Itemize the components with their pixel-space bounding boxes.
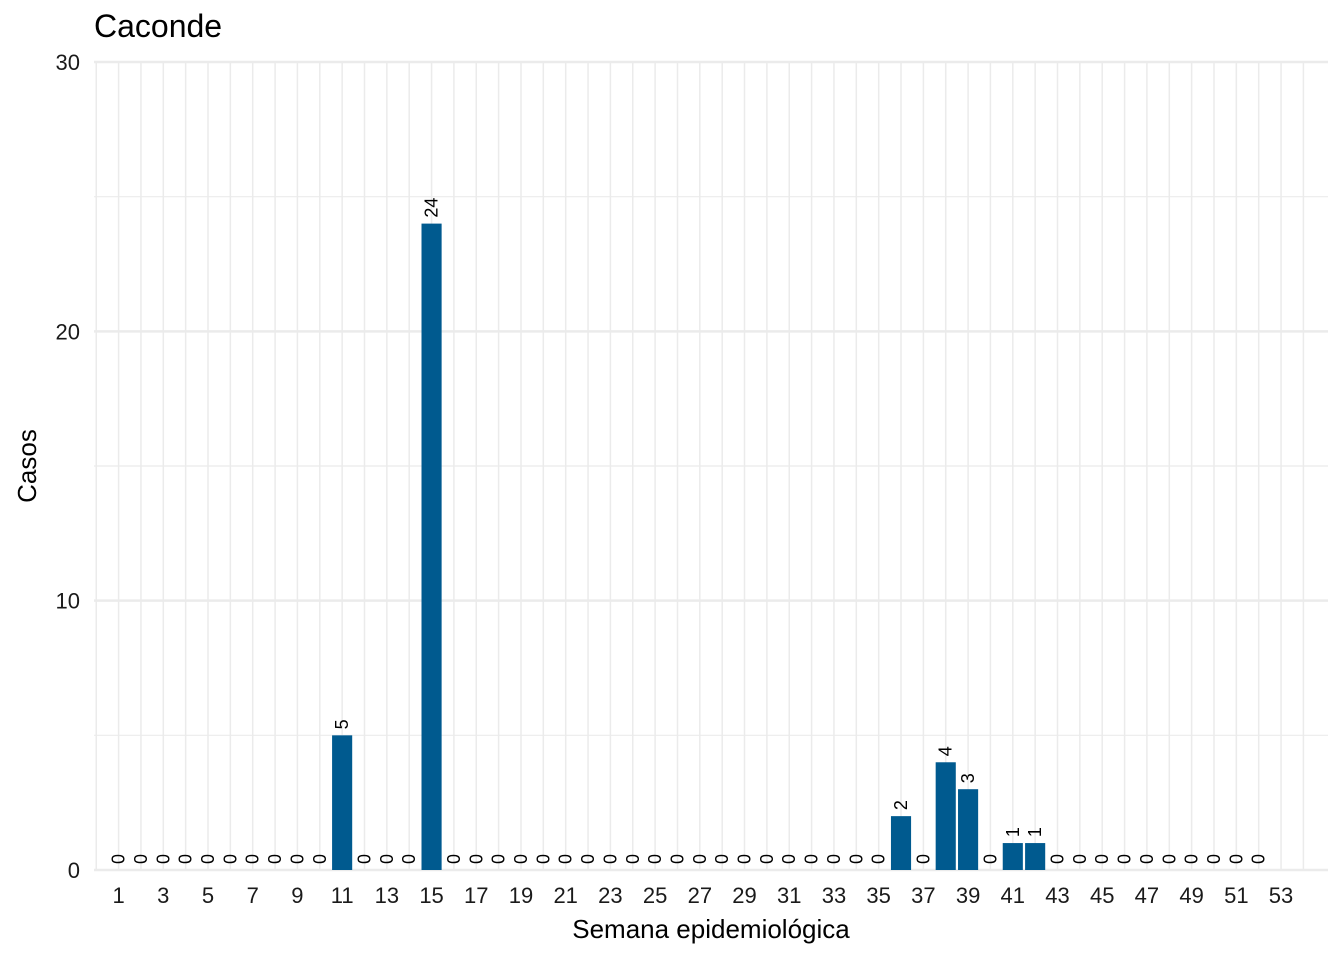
data-label: 0	[354, 854, 374, 864]
bar	[1002, 843, 1023, 870]
bar	[890, 816, 912, 870]
data-label: 0	[757, 854, 777, 864]
data-label: 0	[556, 854, 576, 864]
y-axis-title: Casos	[12, 429, 42, 503]
x-tick-label: 33	[822, 883, 846, 908]
y-tick-label: 10	[56, 589, 80, 614]
x-tick-label: 23	[598, 883, 622, 908]
data-label: 0	[377, 854, 397, 864]
data-label: 0	[399, 854, 419, 864]
y-tick-label: 30	[56, 50, 80, 75]
data-label: 0	[444, 854, 464, 864]
data-label: 0	[1048, 854, 1068, 864]
x-tick-label: 1	[112, 883, 124, 908]
x-tick-label: 43	[1045, 883, 1069, 908]
data-label: 0	[802, 854, 822, 864]
data-label: 0	[176, 854, 196, 864]
bar	[935, 762, 956, 870]
y-axis-ticks: 0 10 20 30	[56, 50, 80, 883]
x-tick-label: 53	[1269, 883, 1293, 908]
data-label: 0	[980, 854, 1000, 864]
x-tick-label: 51	[1224, 883, 1248, 908]
data-label: 4	[936, 746, 956, 756]
data-label: 0	[1092, 854, 1112, 864]
data-label: 3	[958, 773, 978, 783]
data-label: 0	[511, 854, 531, 864]
data-label: 0	[265, 854, 285, 864]
data-label: 0	[287, 854, 307, 864]
x-tick-label: 9	[291, 883, 303, 908]
x-tick-label: 47	[1135, 883, 1159, 908]
data-label: 0	[1137, 854, 1157, 864]
data-label: 0	[667, 854, 687, 864]
x-tick-label: 37	[911, 883, 935, 908]
data-label: 1	[1025, 827, 1045, 837]
bars	[332, 223, 1046, 871]
data-label: 0	[623, 854, 643, 864]
y-tick-label: 0	[68, 858, 80, 883]
data-label: 0	[220, 854, 240, 864]
data-label: 0	[779, 854, 799, 864]
chart-title: Caconde	[94, 8, 223, 44]
data-label: 0	[489, 854, 509, 864]
x-tick-label: 21	[553, 883, 577, 908]
data-label: 0	[109, 854, 129, 864]
x-tick-label: 11	[331, 883, 354, 908]
data-label: 5	[332, 719, 352, 729]
data-label: 0	[690, 854, 710, 864]
data-label: 0	[1226, 854, 1246, 864]
x-axis-title: Semana epidemiológica	[572, 914, 850, 944]
data-label: 0	[1115, 854, 1135, 864]
data-label: 0	[466, 854, 486, 864]
x-tick-label: 35	[866, 883, 890, 908]
data-label: 0	[1249, 854, 1269, 864]
x-tick-label: 3	[157, 883, 169, 908]
data-label: 0	[645, 854, 665, 864]
data-label: 2	[891, 800, 911, 810]
data-label: 0	[1204, 854, 1224, 864]
x-tick-label: 7	[247, 883, 259, 908]
x-tick-label: 41	[1001, 883, 1025, 908]
data-label: 0	[1182, 854, 1202, 864]
x-tick-label: 25	[643, 883, 667, 908]
x-tick-label: 39	[956, 883, 980, 908]
data-label: 0	[578, 854, 598, 864]
data-label: 24	[422, 198, 442, 218]
data-label: 0	[1070, 854, 1090, 864]
data-label: 0	[243, 854, 263, 864]
data-label: 0	[153, 854, 173, 864]
data-label: 0	[198, 854, 218, 864]
x-tick-label: 17	[464, 883, 488, 908]
data-label: 0	[869, 854, 889, 864]
bar	[1025, 843, 1046, 870]
data-label: 0	[846, 854, 866, 864]
x-tick-label: 19	[509, 883, 533, 908]
data-label: 0	[735, 854, 755, 864]
data-label: 0	[310, 854, 330, 864]
data-label: 0	[913, 854, 933, 864]
data-label: 0	[533, 854, 553, 864]
bar	[332, 735, 353, 870]
x-tick-label: 29	[732, 883, 756, 908]
x-tick-label: 15	[419, 883, 443, 908]
data-label: 0	[712, 854, 732, 864]
x-tick-label: 31	[777, 883, 801, 908]
bar	[958, 789, 979, 870]
x-tick-label: 49	[1179, 883, 1203, 908]
data-label: 1	[1003, 827, 1023, 837]
x-tick-label: 45	[1090, 883, 1114, 908]
data-label: 0	[600, 854, 620, 864]
x-tick-label: 5	[202, 883, 214, 908]
data-label: 0	[824, 854, 844, 864]
bar	[421, 223, 442, 871]
y-tick-label: 20	[56, 319, 80, 344]
grid-lines	[94, 60, 1328, 872]
x-axis-ticks: 1 3 5 7 9 11 13 15 17 19 21 23 25 27 29 31 33 35 37 39 41 43 4…	[112, 883, 1293, 908]
x-tick-label: 27	[688, 883, 712, 908]
x-tick-label: 13	[375, 883, 399, 908]
data-label: 0	[1159, 854, 1179, 864]
data-label: 0	[131, 854, 151, 864]
